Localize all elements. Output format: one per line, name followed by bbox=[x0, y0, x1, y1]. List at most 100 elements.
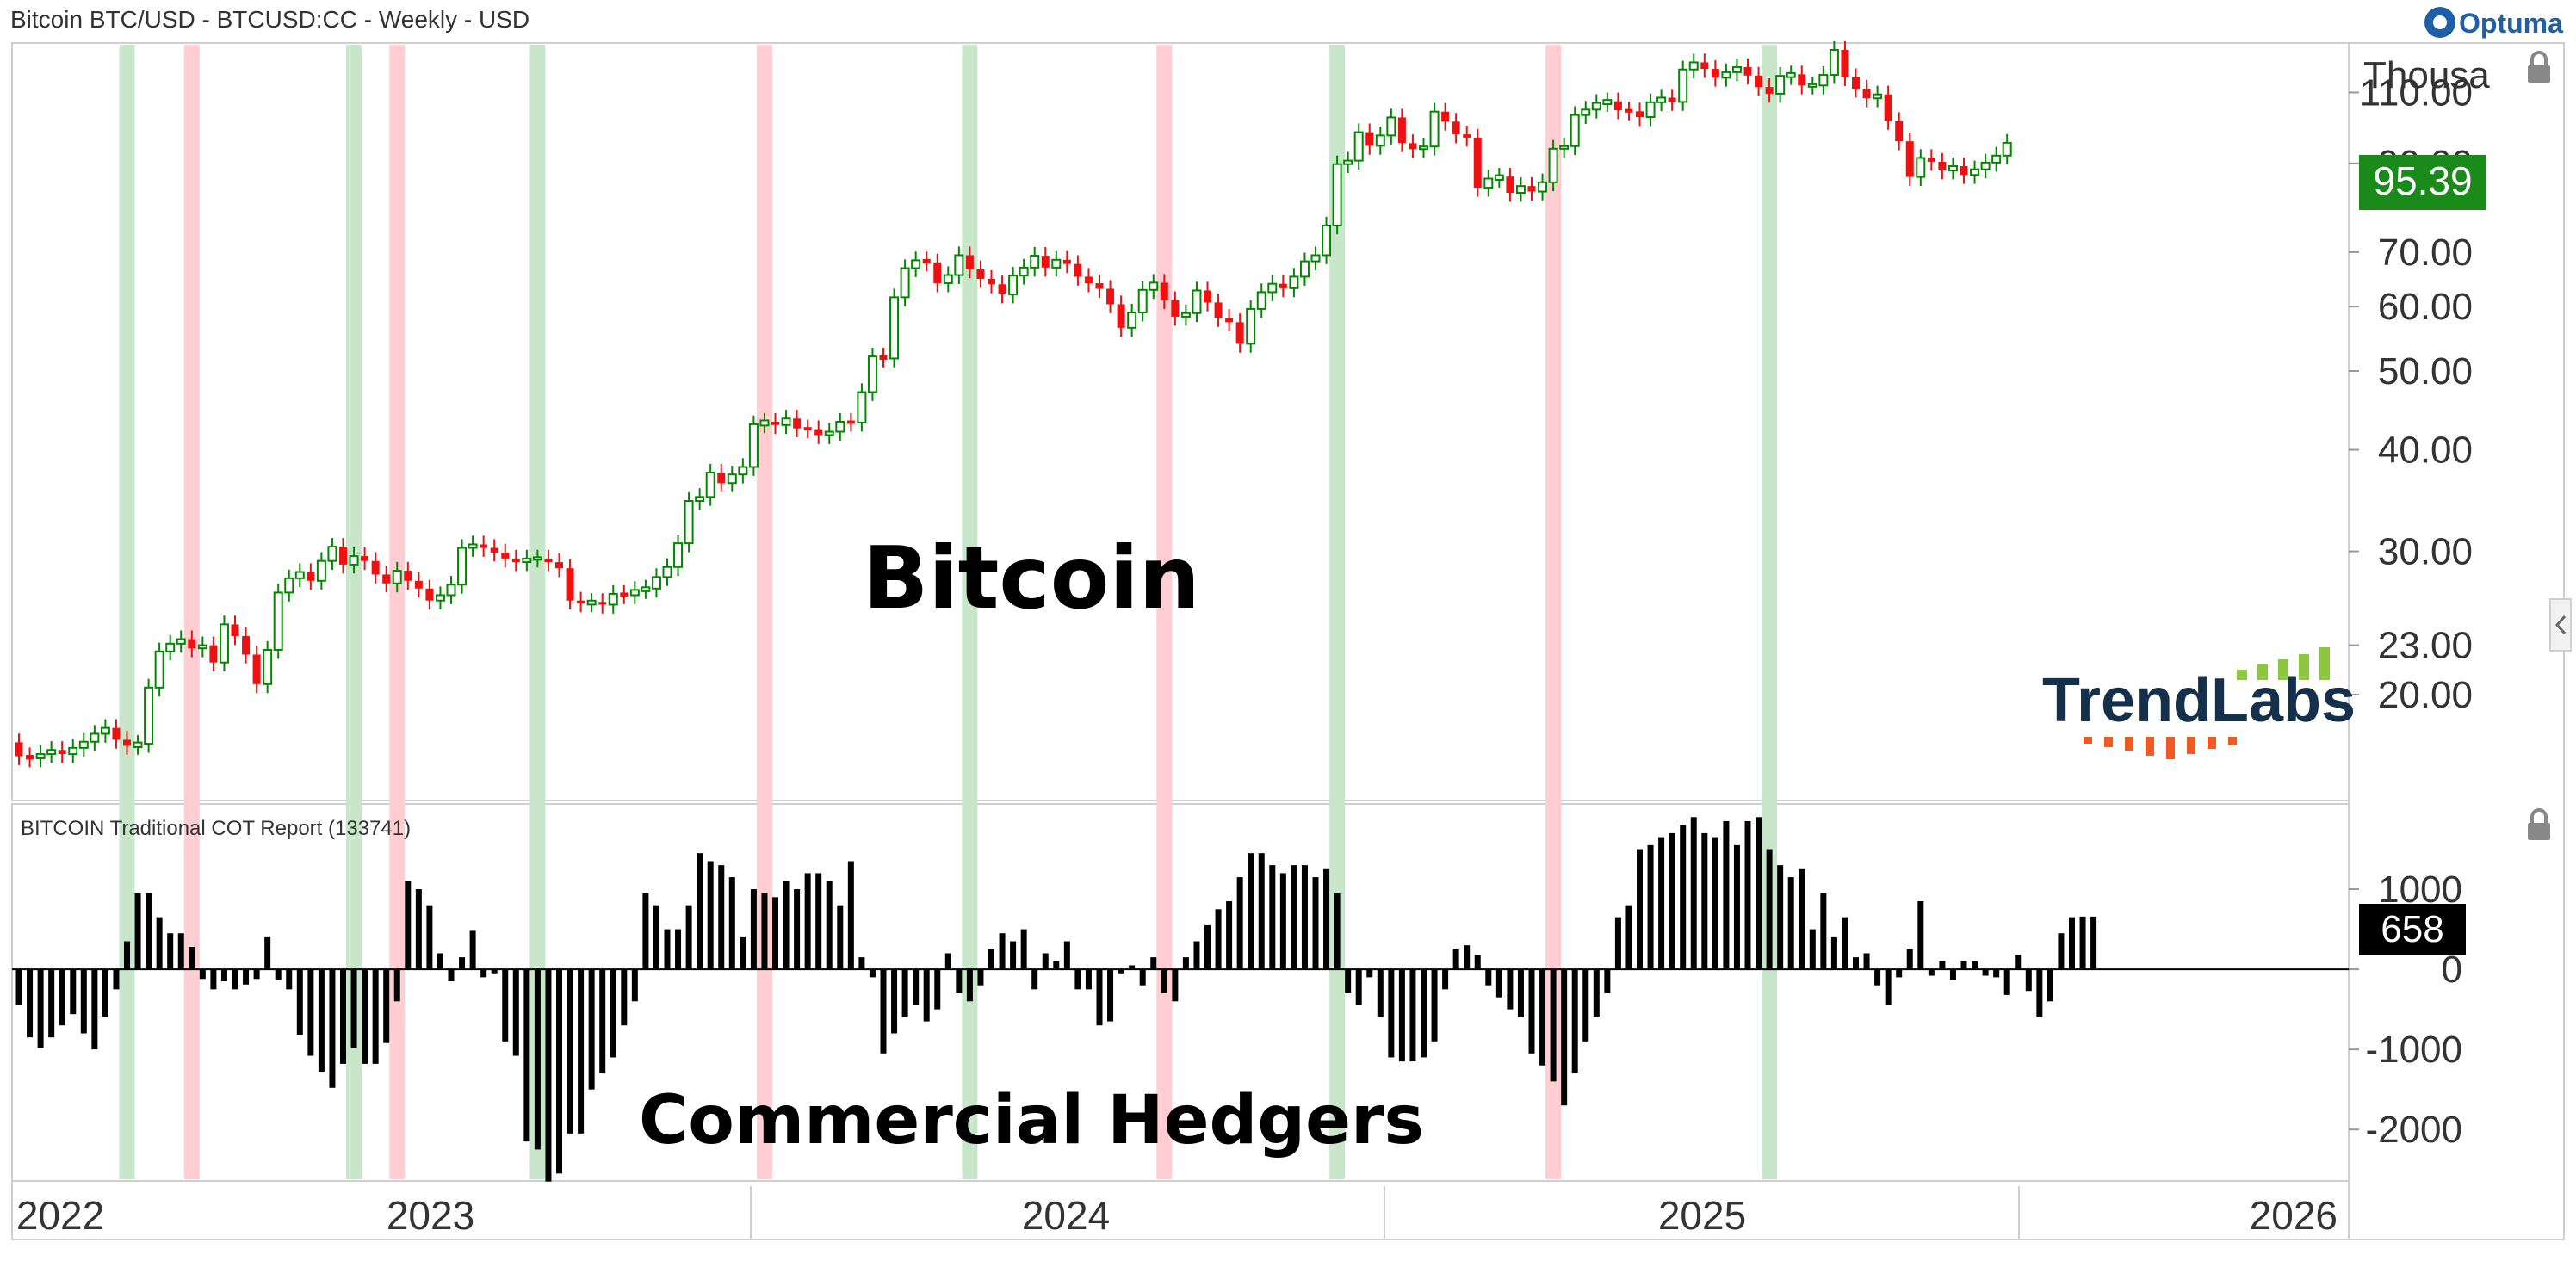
candle-body-up bbox=[1267, 282, 1278, 294]
cot-bar bbox=[2079, 916, 2086, 970]
cot-bar bbox=[146, 893, 152, 970]
cot-bar bbox=[167, 933, 174, 970]
candle-body-down bbox=[1755, 75, 1763, 88]
cot-bar bbox=[697, 853, 703, 970]
candle-body-down bbox=[771, 422, 779, 425]
signal-bands bbox=[119, 45, 1778, 1179]
cot-bar bbox=[1323, 868, 1330, 970]
candle-body-down bbox=[1095, 283, 1104, 289]
candle-body-down bbox=[1441, 111, 1450, 122]
cot-bar bbox=[1042, 953, 1049, 970]
candle-body-up bbox=[1538, 181, 1548, 193]
cot-bar bbox=[1690, 817, 1697, 970]
trendlabs-green-bars bbox=[2237, 647, 2330, 680]
candle-body-down bbox=[933, 262, 942, 284]
candle-body-up bbox=[705, 472, 715, 498]
candle-body-up bbox=[695, 496, 705, 503]
candle-body-down bbox=[1397, 117, 1406, 144]
candle-body-down bbox=[620, 592, 629, 597]
cot-bar bbox=[1388, 969, 1395, 1058]
cot-bar bbox=[1107, 969, 1114, 1022]
price-tick-label: 23.00 bbox=[2378, 625, 2473, 667]
candle-body-up bbox=[954, 254, 964, 276]
collapse-panel-tab[interactable] bbox=[2549, 598, 2572, 652]
candle-body-down bbox=[793, 418, 802, 429]
candle-body-up bbox=[738, 466, 748, 476]
cot-bar bbox=[37, 969, 44, 1048]
cot-bar bbox=[393, 969, 400, 1002]
cot-bar bbox=[189, 947, 195, 970]
cot-bar bbox=[480, 969, 487, 978]
candle-body-up bbox=[446, 584, 456, 597]
cot-bar bbox=[1248, 853, 1254, 970]
candle-body-down bbox=[414, 580, 423, 589]
cot-bar bbox=[956, 969, 963, 993]
cot-bar bbox=[329, 969, 336, 1088]
candle-body-down bbox=[1960, 165, 1968, 176]
price-units-label: Thousa bbox=[2363, 54, 2490, 96]
candle-body-down bbox=[1160, 282, 1168, 300]
cot-bar bbox=[1842, 917, 1848, 970]
price-tick-label: 20.00 bbox=[2378, 674, 2473, 716]
candle-body-down bbox=[1527, 186, 1536, 192]
cot-bar bbox=[372, 969, 379, 1064]
last-cot-marker: 658 bbox=[2359, 904, 2466, 955]
cot-bar bbox=[1993, 969, 2000, 978]
cot-bar bbox=[718, 865, 725, 970]
candle-body-down bbox=[1905, 141, 1914, 177]
cot-bar bbox=[1896, 969, 1903, 978]
candle-body-up bbox=[1602, 99, 1613, 106]
candle-body-down bbox=[1798, 74, 1806, 86]
candle-body-down bbox=[1636, 111, 1644, 118]
candle-body-up bbox=[1559, 145, 1570, 150]
cot-bar bbox=[1723, 820, 1730, 970]
candle-body-up bbox=[1786, 71, 1796, 78]
cot-bar bbox=[1766, 849, 1773, 970]
cot-bar bbox=[27, 969, 34, 1038]
cot-bar bbox=[901, 969, 908, 1017]
candle-body-down bbox=[1743, 66, 1752, 76]
candle-body-up bbox=[1375, 134, 1385, 147]
trendlabs-orange-bar bbox=[2104, 737, 2113, 747]
candle-body-down bbox=[112, 727, 121, 740]
cot-bar bbox=[621, 969, 628, 1026]
cot-bar bbox=[1647, 844, 1654, 970]
candle-body-up bbox=[824, 430, 834, 436]
candle-body-up bbox=[1721, 71, 1731, 79]
cot-bar bbox=[2036, 969, 2043, 1017]
cot-bar bbox=[1680, 825, 1687, 970]
price-tick-label: 50.00 bbox=[2378, 350, 2473, 393]
year-label: 2024 bbox=[1022, 1193, 1110, 1238]
candle-body-down bbox=[814, 429, 823, 436]
candle-body-up bbox=[1429, 110, 1440, 148]
candle-body-up bbox=[1548, 147, 1558, 183]
cot-bar bbox=[405, 881, 412, 970]
cot-lock-icon[interactable] bbox=[2528, 808, 2550, 840]
band-green bbox=[962, 45, 978, 1179]
band-green bbox=[119, 45, 135, 1179]
candle-body-up bbox=[1829, 48, 1839, 77]
cot-bar bbox=[1053, 961, 1060, 970]
candle-body-down bbox=[1700, 62, 1709, 70]
trendlabs-green-bar bbox=[2257, 664, 2268, 680]
band-red bbox=[389, 45, 406, 1179]
cot-bar bbox=[944, 953, 951, 970]
cot-bar bbox=[1010, 941, 1017, 970]
cot-bar bbox=[1258, 853, 1265, 970]
chevron-left-icon[interactable] bbox=[2554, 615, 2567, 635]
candle-body-up bbox=[857, 391, 867, 423]
cot-bar bbox=[1733, 844, 1740, 970]
candle-body-up bbox=[165, 642, 176, 652]
price-tick-label: 110.00 bbox=[2360, 71, 2473, 114]
candle-body-up bbox=[1483, 177, 1494, 189]
price-lock-icon[interactable] bbox=[2528, 51, 2550, 83]
cot-bar bbox=[1658, 837, 1665, 970]
candle-body-down bbox=[371, 560, 380, 575]
candle-body-down bbox=[803, 427, 812, 431]
cot-bar bbox=[286, 969, 293, 990]
candle-body-up bbox=[1137, 288, 1148, 314]
cot-bar bbox=[1334, 893, 1341, 970]
cot-bar bbox=[80, 969, 87, 1034]
cot-bar bbox=[653, 905, 659, 970]
